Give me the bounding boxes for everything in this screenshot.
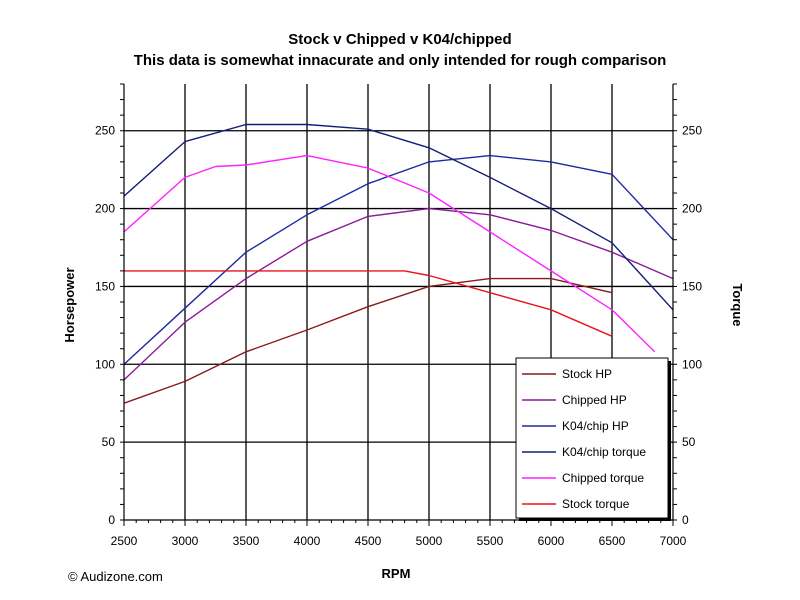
legend-label: K04/chip torque — [562, 445, 646, 459]
y-tick-label: 100 — [95, 357, 115, 371]
y2-tick-label: 250 — [682, 124, 702, 138]
y2-tick-label: 150 — [682, 279, 702, 293]
series-line — [124, 270, 613, 337]
x-tick-label: 6000 — [538, 534, 565, 548]
x-tick-label: 5000 — [416, 534, 443, 548]
series-line — [123, 123, 674, 311]
chart-subtitle: This data is somewhat innacurate and onl… — [133, 52, 667, 69]
x-tick-label: 3000 — [172, 534, 199, 548]
series-line — [123, 277, 613, 404]
y2-tick-label: 100 — [682, 357, 702, 371]
legend-label: Chipped HP — [562, 393, 627, 407]
x-axis-label: RPM — [382, 566, 411, 581]
y2-tick-label: 200 — [682, 202, 702, 216]
x-tick-label: 4000 — [294, 534, 321, 548]
x-tick-label: 6500 — [599, 534, 626, 548]
y2-tick-label: 50 — [682, 435, 696, 449]
series-line — [123, 207, 674, 381]
legend: Stock HP Chipped HP K04/chip HP K04/chip to… — [515, 357, 671, 521]
x-tick-label: 5500 — [477, 534, 504, 548]
series-line — [123, 154, 656, 353]
legend-label: K04/chip HP — [562, 419, 629, 433]
series-line — [123, 154, 674, 365]
y2-tick-label: 0 — [682, 513, 689, 527]
legend-label: Chipped torque — [562, 471, 644, 485]
legend-label: Stock torque — [562, 497, 630, 511]
y-tick-label: 150 — [95, 279, 115, 293]
x-tick-label: 4500 — [355, 534, 382, 548]
chart-title: Stock v Chipped v K04/chipped — [288, 31, 512, 48]
y2-axis-label: Torque — [730, 283, 745, 326]
x-tick-label: 7000 — [660, 534, 687, 548]
y-axis-label: Horsepower — [62, 267, 77, 342]
x-tick-label: 3500 — [233, 534, 260, 548]
y-tick-label: 50 — [102, 435, 116, 449]
legend-box — [515, 357, 669, 519]
y-tick-label: 250 — [95, 124, 115, 138]
y-tick-label: 0 — [108, 513, 115, 527]
y-tick-label: 200 — [95, 202, 115, 216]
x-tick-label: 2500 — [111, 534, 138, 548]
legend-label: Stock HP — [562, 367, 612, 381]
copyright-text: © Audizone.com — [68, 569, 163, 584]
